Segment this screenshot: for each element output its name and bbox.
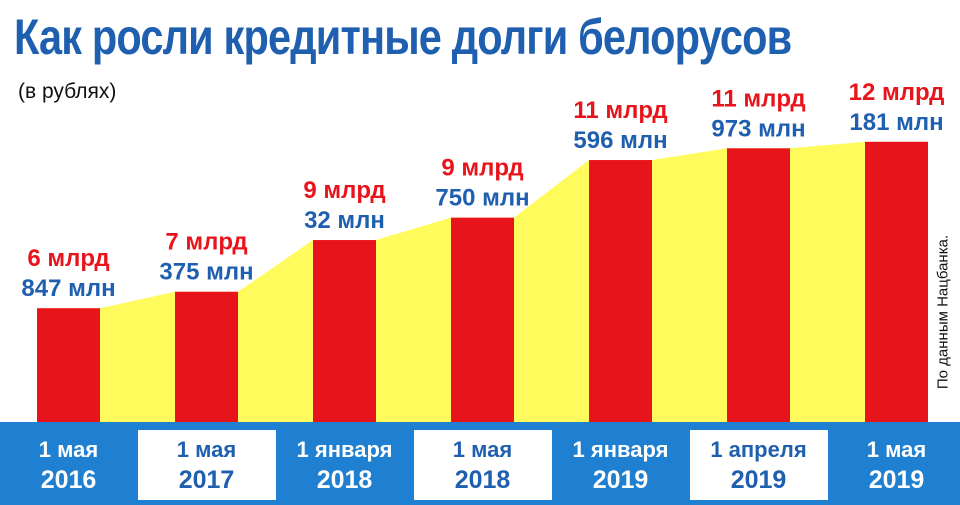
value-label-7-millions: 181 млн bbox=[849, 109, 943, 136]
x-tick-date: 1 мая bbox=[452, 437, 513, 462]
value-label-1-millions: 847 млн bbox=[21, 275, 115, 302]
chart-title: Как росли кредитные долги белорусов bbox=[14, 9, 792, 65]
value-label-5-billions: 11 млрд bbox=[573, 97, 667, 124]
x-tick-date: 1 мая bbox=[866, 437, 927, 462]
x-tick-year: 2016 bbox=[40, 466, 97, 494]
bar-5 bbox=[589, 160, 652, 422]
bar-7 bbox=[865, 141, 928, 423]
x-tick-year: 2017 bbox=[178, 466, 235, 494]
x-tick-date: 1 мая bbox=[176, 437, 237, 462]
value-label-3-billions: 9 млрд bbox=[303, 177, 385, 204]
chart-subtitle: (в рублях) bbox=[18, 80, 117, 103]
value-label-4-billions: 9 млрд bbox=[441, 155, 523, 182]
x-tick-7: 1 мая 2019 bbox=[828, 430, 960, 500]
value-label-2-billions: 7 млрд bbox=[165, 229, 247, 256]
x-tick-date: 1 апреля bbox=[710, 437, 807, 462]
x-tick-year: 2019 bbox=[592, 466, 649, 494]
bars-group bbox=[37, 141, 928, 423]
bar-2 bbox=[175, 291, 238, 422]
bar-3 bbox=[313, 240, 376, 422]
bar-4 bbox=[451, 217, 514, 422]
x-tick-year: 2018 bbox=[454, 466, 511, 494]
x-tick-date: 1 января bbox=[296, 437, 393, 462]
x-tick-date: 1 января bbox=[572, 437, 669, 462]
value-label-7-billions: 12 млрд bbox=[849, 79, 945, 106]
x-tick-3: 1 января 2018 bbox=[276, 430, 414, 500]
value-label-6-millions: 973 млн bbox=[711, 115, 805, 142]
value-label-5-millions: 596 млн bbox=[573, 127, 667, 154]
source-note: По данным Нацбанка. bbox=[934, 234, 952, 390]
x-tick-year: 2018 bbox=[316, 466, 373, 494]
value-label-1-billions: 6 млрд bbox=[27, 245, 109, 272]
value-labels-group: 6 млрд 847 млн 7 млрд 375 млн 9 млрд 32 млн 9 … bbox=[21, 79, 944, 302]
x-tick-2: 1 мая 2017 bbox=[137, 430, 276, 500]
value-label-3-millions: 32 млн bbox=[304, 207, 385, 234]
x-tick-4: 1 мая 2018 bbox=[413, 430, 552, 500]
value-label-2-millions: 375 млн bbox=[159, 259, 253, 286]
x-tick-year: 2019 bbox=[868, 466, 925, 494]
x-tick-6: 1 апреля 2019 bbox=[689, 430, 828, 500]
x-tick-5: 1 января 2019 bbox=[552, 430, 690, 500]
x-tick-year: 2019 bbox=[730, 466, 787, 494]
bar-1 bbox=[37, 308, 100, 422]
bar-6 bbox=[727, 148, 790, 422]
x-tick-1: 1 мая 2016 bbox=[0, 430, 138, 500]
value-label-4-millions: 750 млн bbox=[435, 185, 529, 212]
x-tick-date: 1 мая bbox=[38, 437, 99, 462]
value-label-6-billions: 11 млрд bbox=[711, 85, 805, 112]
